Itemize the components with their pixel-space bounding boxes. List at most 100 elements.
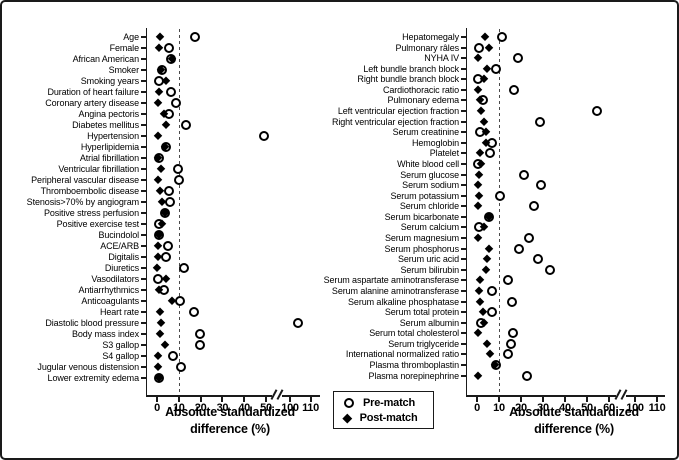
category-label: Serum total protein (384, 307, 459, 318)
category-label: Atrial fibrillation (79, 153, 139, 163)
post-match-marker (476, 106, 486, 116)
category-label: Diabetes mellitus (72, 120, 139, 130)
y-tick (461, 332, 466, 335)
x-tick-label: 40 (238, 402, 251, 414)
y-tick (141, 124, 146, 126)
category-label: Ventricular fibrillation (58, 164, 139, 174)
pre-match-marker (544, 264, 555, 275)
category-label: Plasma norepinephrine (368, 370, 460, 381)
left-x-axis-title-line1: Absolute standardized (165, 405, 295, 419)
y-tick (461, 279, 466, 282)
post-match-marker (155, 329, 165, 339)
y-tick (141, 168, 146, 170)
y-tick (141, 256, 146, 258)
post-match-marker (160, 340, 170, 350)
category-label: Coronary artery disease (45, 98, 139, 108)
x-tick (221, 396, 224, 402)
y-tick (461, 342, 466, 345)
y-tick (141, 179, 146, 181)
pre-match-marker (529, 201, 540, 212)
category-label: Serum triglyceride (388, 338, 459, 349)
pre-match-marker (535, 180, 546, 191)
x-tick-label: 10 (493, 402, 505, 414)
y-tick (141, 223, 146, 225)
pre-match-marker (509, 84, 520, 95)
x-tick (289, 396, 291, 402)
category-label: Body mass index (71, 329, 139, 339)
x-tick (156, 396, 158, 402)
category-label: Serum bicarbonate (384, 211, 459, 222)
y-tick (141, 201, 146, 203)
pre-match-marker (521, 370, 532, 381)
post-match-marker (473, 53, 483, 63)
y-tick (461, 184, 466, 187)
x-tick-label: 20 (194, 402, 207, 414)
category-label: Digitalis (108, 252, 139, 262)
right-x-axis-title-line2: difference (%) (534, 422, 614, 436)
category-label: Serum bilirubin (400, 264, 459, 275)
post-match-marker (473, 371, 483, 381)
post-match-marker (473, 201, 483, 211)
category-label: Diastolic blood pressure (45, 318, 139, 328)
category-label: Serum aspartate aminotransferase (323, 275, 459, 286)
post-match-marker (473, 180, 483, 190)
category-label: African American (72, 54, 140, 64)
y-tick (141, 91, 146, 93)
x-tick-label: 30 (537, 402, 549, 414)
y-tick (141, 36, 146, 38)
y-tick (461, 36, 466, 38)
x-tick-label: 60 (603, 402, 615, 414)
pre-match-marker (512, 53, 523, 64)
category-label: Hyperlipidemia (80, 142, 139, 152)
category-label: Serum total cholesterol (369, 328, 459, 339)
x-tick (634, 396, 636, 402)
category-label: Heart rate (99, 307, 139, 317)
category-label: Anticoagulants (81, 296, 139, 306)
legend-label-post-match: Post-match (359, 412, 418, 424)
post-match-marker (154, 87, 164, 97)
post-match-marker (482, 254, 492, 264)
category-label: Plasma thromboplastin (369, 359, 460, 370)
y-tick (141, 245, 146, 247)
y-tick (461, 99, 466, 102)
y-tick (141, 377, 146, 379)
y-tick (461, 162, 466, 165)
y-tick (461, 57, 466, 60)
x-tick-label: 50 (581, 402, 593, 414)
pre-match-marker (591, 106, 602, 117)
category-label: NYHA IV (424, 53, 459, 64)
pre-match-marker (523, 233, 534, 244)
y-tick (461, 311, 466, 314)
category-label: Platelet (429, 148, 459, 159)
category-label: Serum calcium (400, 222, 459, 233)
post-match-marker (153, 241, 163, 251)
x-axis-line (145, 395, 320, 397)
y-tick (461, 215, 466, 218)
category-label: Bucindolol (98, 230, 139, 240)
pre-match-marker (293, 318, 304, 328)
y-tick (141, 267, 146, 269)
pre-match-marker (170, 98, 181, 108)
x-tick-label: 0 (474, 402, 480, 414)
y-tick (141, 289, 146, 291)
y-tick (461, 152, 466, 155)
category-label: Diuretics (104, 263, 139, 273)
x-tick (564, 396, 566, 402)
y-tick (141, 344, 146, 346)
category-label: Female (109, 43, 140, 53)
pre-match-marker (162, 241, 173, 251)
y-tick (141, 190, 146, 192)
pre-match-marker (163, 43, 174, 53)
y-tick (461, 247, 466, 250)
y-tick (141, 135, 146, 137)
y-tick (461, 141, 466, 144)
category-label: Cardiothoracic ratio (382, 84, 459, 95)
y-tick (141, 278, 146, 280)
pre-match-marker (513, 243, 524, 254)
category-label: Jugular venous distension (37, 362, 139, 372)
post-match-marker (473, 233, 483, 243)
y-tick (141, 311, 146, 313)
x-tick (265, 396, 267, 402)
y-tick (461, 353, 466, 356)
